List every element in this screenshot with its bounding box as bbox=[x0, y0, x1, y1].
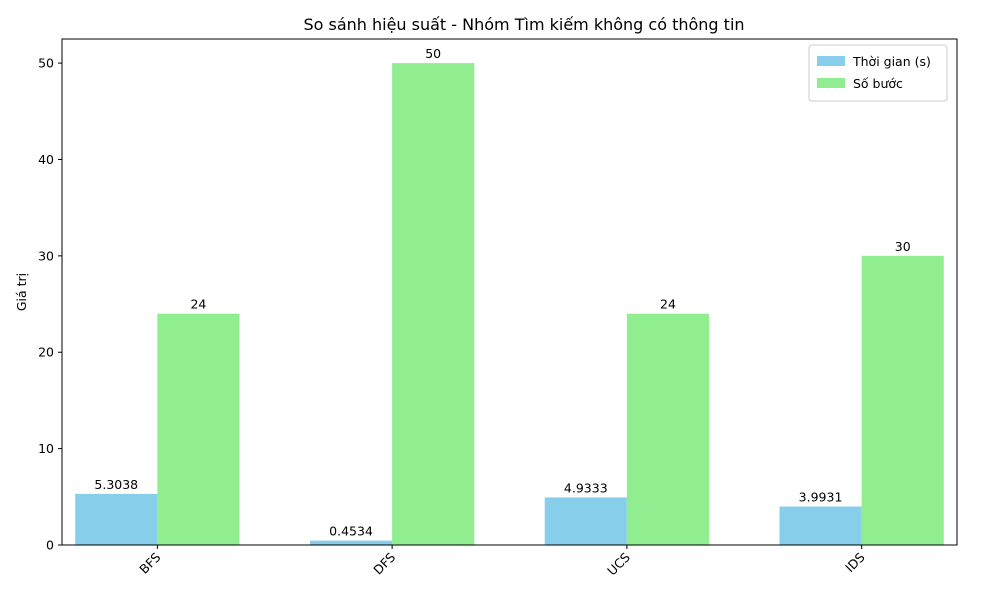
plot-area: 0 10 20 30 40 50 5.3038 0.4534 4.9333 3.9931 24 50 2… bbox=[38, 46, 944, 578]
legend-label: Số bước bbox=[853, 76, 903, 91]
bar-value-label: 3.9931 bbox=[799, 490, 843, 505]
y-tick-label: 10 bbox=[38, 441, 54, 456]
y-tick-label: 30 bbox=[38, 248, 54, 263]
bar-value-label: 24 bbox=[190, 297, 206, 312]
bar-value-label: 5.3038 bbox=[94, 477, 138, 492]
plot-frame bbox=[61, 38, 958, 546]
x-tick-label: IDS bbox=[842, 549, 868, 575]
legend-swatch bbox=[817, 56, 845, 66]
bar-steps bbox=[861, 255, 944, 545]
bar-steps bbox=[626, 313, 710, 545]
y-tick-label: 40 bbox=[38, 152, 54, 167]
x-tick-label: DFS bbox=[370, 549, 398, 577]
y-tick-label: 50 bbox=[38, 56, 54, 71]
bar-time bbox=[544, 497, 627, 545]
legend-swatch bbox=[817, 78, 845, 88]
x-tick-label: UCS bbox=[604, 549, 633, 578]
bar-time bbox=[75, 493, 158, 545]
y-axis-label: Giá trị bbox=[14, 273, 29, 311]
chart-title: So sánh hiệu suất - Nhóm Tìm kiếm không … bbox=[303, 15, 744, 34]
bar-steps bbox=[392, 63, 475, 545]
x-tick-label: BFS bbox=[136, 549, 163, 576]
legend-label: Thời gian (s) bbox=[852, 54, 931, 69]
legend: Thời gian (s) Số bước bbox=[808, 44, 948, 102]
y-tick-label: 0 bbox=[46, 538, 54, 553]
y-tick-label: 20 bbox=[38, 345, 54, 360]
bar-value-label: 30 bbox=[895, 239, 911, 254]
bar-value-label: 0.4534 bbox=[329, 524, 373, 539]
bar-value-label: 24 bbox=[660, 297, 676, 312]
bar-time bbox=[309, 540, 393, 545]
bar-value-label: 4.9333 bbox=[564, 480, 608, 495]
bar-value-label: 50 bbox=[425, 46, 441, 61]
bar-time bbox=[779, 506, 862, 545]
bar-steps bbox=[157, 313, 240, 545]
